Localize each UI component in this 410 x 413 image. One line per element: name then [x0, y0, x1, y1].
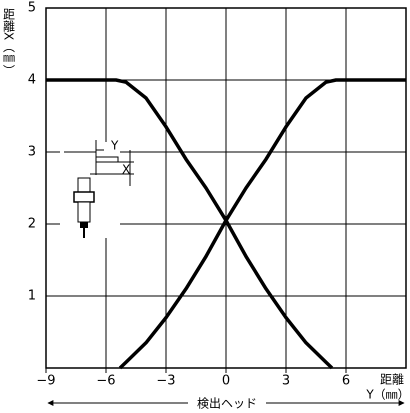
sensor-diagram — [60, 140, 134, 238]
sensor-head — [77, 177, 91, 193]
caption-bg — [188, 395, 266, 411]
annotation: X — [122, 163, 130, 177]
x-tick-label: 6 — [342, 374, 350, 389]
x-tick-label: −3 — [156, 374, 175, 389]
x-tick-label: 0 — [222, 374, 230, 389]
target — [95, 156, 119, 163]
sensor-nut — [73, 191, 95, 203]
x-axis-label: 距離 — [380, 373, 404, 387]
x-axis-label: Y（㎜） — [365, 388, 409, 402]
x-tick-label: −9 — [36, 374, 55, 389]
curve — [46, 78, 334, 370]
y-axis-label: 距離X（㎜） — [2, 8, 16, 76]
annotation: Y — [110, 139, 119, 153]
y-tick-label: 5 — [28, 1, 36, 16]
x-caption: 検出ヘッド — [197, 397, 257, 411]
curve — [118, 78, 406, 370]
sensor-body — [77, 201, 91, 223]
x-tick-label: −6 — [96, 374, 115, 389]
y-tick-label: 4 — [28, 73, 36, 88]
y-tick-label: 3 — [28, 145, 36, 160]
sensor-cable — [80, 222, 88, 228]
y-tick-label: 1 — [28, 289, 36, 304]
x-tick-label: 3 — [282, 374, 290, 389]
y-tick-label: 2 — [28, 217, 36, 232]
